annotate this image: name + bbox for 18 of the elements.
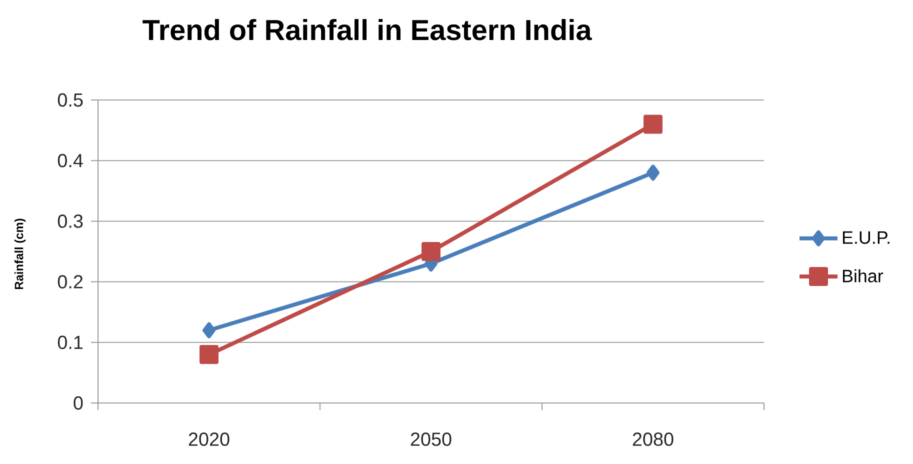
y-tick-label: 0.4	[58, 154, 83, 168]
y-tick-label: 0.2	[58, 275, 83, 288]
x-tick-label: 2080	[632, 432, 674, 446]
legend-label: Bihar	[842, 269, 884, 282]
y-tick-label: 0.5	[58, 93, 83, 107]
x-tick-label: 2050	[410, 432, 452, 446]
point	[200, 345, 219, 364]
y-tick-label: 0.3	[58, 214, 83, 228]
point	[422, 242, 441, 261]
y-tick-label: 0.1	[58, 336, 83, 350]
point	[646, 164, 660, 181]
y-axis-title: Rainfall (cm)	[14, 218, 26, 290]
y-tick-label: 0	[74, 396, 83, 410]
point	[644, 114, 663, 134]
x-tick-label: 2020	[188, 432, 230, 446]
legend-label: E.U.P.	[842, 231, 890, 244]
point	[202, 322, 216, 338]
chart-title: Trend of Rainfall in Eastern India	[142, 19, 592, 40]
